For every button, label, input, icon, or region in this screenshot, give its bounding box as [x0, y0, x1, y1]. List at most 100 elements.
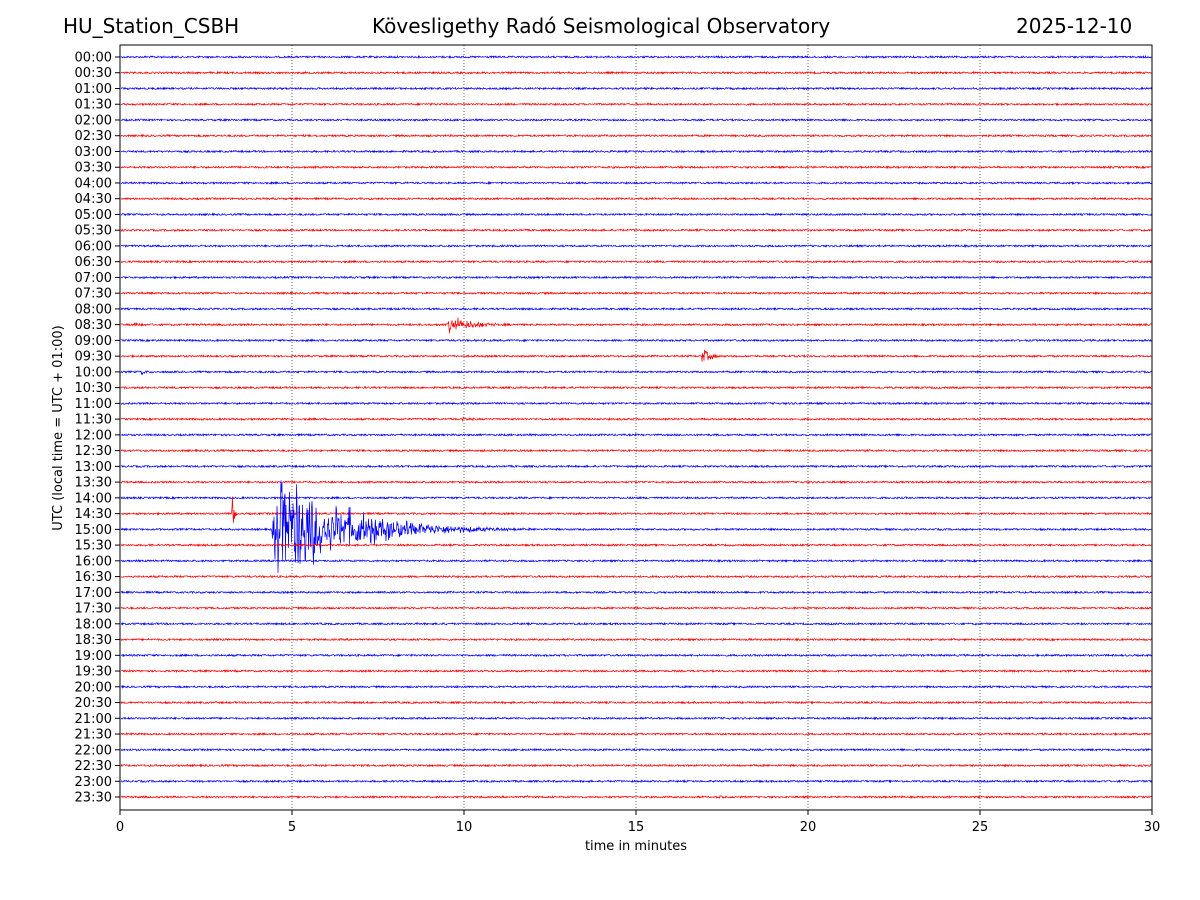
trace-2230: [120, 763, 1152, 768]
y-tick-label: 10:30: [75, 381, 112, 396]
trace-1600: [120, 558, 1152, 563]
trace-1400: [120, 495, 1152, 500]
x-tick-label: 0: [116, 820, 124, 835]
trace-0130: [120, 102, 1152, 107]
trace-1430: [120, 496, 1152, 523]
y-tick-label: 21:00: [75, 712, 112, 727]
trace-1800: [120, 621, 1152, 626]
trace-1230: [121, 448, 1152, 453]
y-tick-label: 23:00: [75, 775, 112, 790]
trace-2330: [120, 794, 1152, 800]
trace-2200: [120, 747, 1152, 752]
trace-0000: [120, 54, 1152, 60]
traces: [120, 54, 1152, 800]
trace-0200: [120, 117, 1152, 123]
trace-0600: [121, 243, 1152, 249]
trace-1930: [120, 668, 1152, 674]
x-tick-label: 20: [800, 820, 817, 835]
y-tick-label: 00:00: [75, 51, 112, 66]
x-axis-label: time in minutes: [585, 839, 687, 854]
trace-1300: [120, 464, 1152, 469]
x-tick-label: 25: [972, 820, 989, 835]
y-tick-label: 02:30: [75, 129, 112, 144]
trace-0700: [120, 275, 1152, 280]
trace-1900: [120, 653, 1152, 658]
trace-1700: [120, 590, 1152, 595]
y-tick-label: 06:00: [75, 239, 112, 254]
x-tick-label: 5: [288, 820, 296, 835]
y-tick-label: 14:00: [75, 491, 112, 506]
y-tick-label: 10:00: [75, 365, 112, 380]
trace-1630: [120, 574, 1152, 579]
trace-2030: [120, 700, 1152, 705]
y-tick-label: 01:00: [75, 82, 112, 97]
y-tick-label: 01:30: [75, 98, 112, 113]
trace-0530: [120, 228, 1152, 233]
trace-0730: [120, 291, 1152, 296]
y-tick-label: 04:00: [75, 176, 112, 191]
x-tick-label: 30: [1144, 820, 1161, 835]
trace-1330: [120, 480, 1152, 485]
y-tick-label: 07:30: [75, 287, 112, 302]
trace-1830: [120, 637, 1152, 642]
trace-2100: [120, 716, 1152, 721]
y-tick-label: 07:00: [75, 271, 112, 286]
y-tick-label: 04:30: [75, 192, 112, 207]
trace-2000: [120, 684, 1152, 690]
y-tick-label: 14:30: [75, 507, 112, 522]
trace-1030: [120, 385, 1152, 390]
y-tick-label: 23:30: [75, 791, 112, 806]
trace-1000: [120, 369, 1152, 376]
y-tick-label: 03:30: [75, 161, 112, 176]
trace-0930: [121, 349, 1152, 362]
chart-date: 2025-12-10: [1016, 14, 1133, 38]
trace-2130: [120, 731, 1152, 737]
trace-0330: [120, 165, 1152, 170]
trace-2300: [120, 779, 1152, 784]
trace-0400: [120, 180, 1152, 186]
y-tick-label: 20:00: [75, 680, 112, 695]
y-tick-label: 08:30: [75, 318, 112, 333]
y-tick-label: 19:30: [75, 665, 112, 680]
x-tick-label: 10: [456, 820, 473, 835]
y-tick-label: 16:30: [75, 570, 112, 585]
trace-1100: [120, 401, 1152, 406]
y-tick-label: 12:00: [75, 428, 112, 443]
y-tick-label: 22:30: [75, 759, 112, 774]
y-tick-label: 11:30: [75, 413, 112, 428]
y-tick-label: 06:30: [75, 255, 112, 270]
trace-1500: [120, 480, 1152, 573]
y-tick-label: 19:00: [75, 649, 112, 664]
trace-0830: [120, 317, 1152, 334]
y-tick-label: 18:30: [75, 633, 112, 648]
y-tick-label: 09:00: [75, 334, 112, 349]
y-tick-label: 12:30: [75, 444, 112, 459]
y-tick-label: 17:00: [75, 586, 112, 601]
trace-1730: [120, 605, 1152, 611]
y-tick-label: 00:30: [75, 66, 112, 81]
y-tick-label: 13:30: [75, 476, 112, 491]
y-tick-label: 18:00: [75, 617, 112, 632]
y-tick-label: 21:30: [75, 728, 112, 743]
x-tick-label: 15: [628, 820, 645, 835]
y-tick-label: 09:30: [75, 350, 112, 365]
chart-title: Kövesligethy Radó Seismological Observat…: [372, 14, 831, 38]
trace-1130: [120, 416, 1152, 422]
y-tick-label: 15:00: [75, 523, 112, 538]
trace-0030: [120, 70, 1152, 75]
y-tick-label: 17:30: [75, 602, 112, 617]
y-tick-label: 22:00: [75, 743, 112, 758]
x-axis: 0 5 10 15 20 25 30: [116, 810, 1160, 835]
y-tick-label: 03:00: [75, 145, 112, 160]
trace-1200: [120, 432, 1152, 437]
y-axis: 00:0000:3001:0001:3002:0002:3003:0003:30…: [75, 51, 120, 806]
y-axis-label: UTC (local time = UTC + 01:00): [51, 325, 66, 530]
grid-lines: [291, 45, 981, 810]
trace-0800: [120, 306, 1152, 312]
trace-0100: [120, 86, 1152, 91]
station-name: HU_Station_CSBH: [63, 14, 240, 38]
y-tick-label: 05:30: [75, 224, 112, 239]
trace-0300: [120, 149, 1152, 154]
y-tick-label: 15:30: [75, 539, 112, 554]
